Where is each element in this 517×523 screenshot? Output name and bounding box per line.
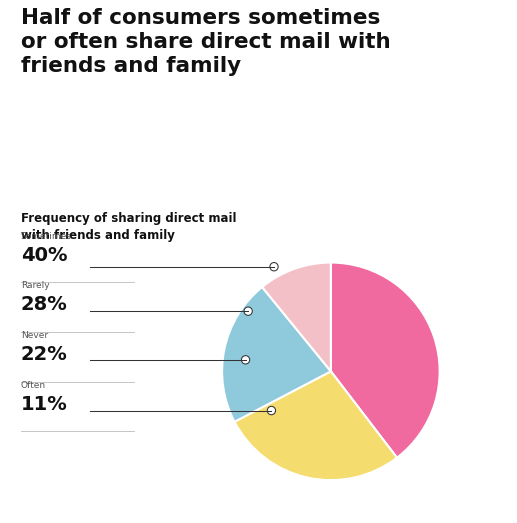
Text: Rarely: Rarely — [21, 281, 49, 290]
Text: Never: Never — [21, 331, 48, 340]
Wedge shape — [262, 263, 331, 371]
Text: Half of consumers sometimes
or often share direct mail with
friends and family: Half of consumers sometimes or often sha… — [21, 8, 390, 76]
Wedge shape — [331, 263, 439, 458]
Text: Sometimes: Sometimes — [21, 232, 71, 241]
Text: Frequency of sharing direct mail
with friends and family: Frequency of sharing direct mail with fr… — [21, 212, 236, 242]
Text: 22%: 22% — [21, 345, 67, 364]
Text: 40%: 40% — [21, 246, 67, 265]
Wedge shape — [222, 287, 331, 422]
Text: Often: Often — [21, 381, 46, 390]
Text: 11%: 11% — [21, 395, 67, 414]
Wedge shape — [235, 371, 397, 480]
Text: 28%: 28% — [21, 295, 67, 314]
